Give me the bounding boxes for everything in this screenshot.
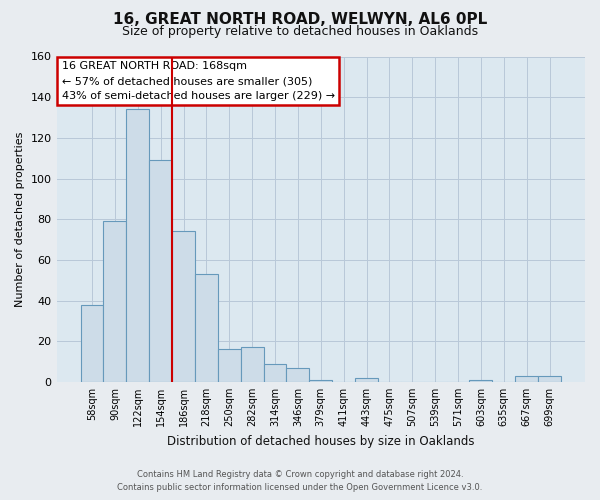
Bar [469,380,493,382]
Text: Contains HM Land Registry data © Crown copyright and database right 2024.
Contai: Contains HM Land Registry data © Crown c… [118,470,482,492]
Bar [172,232,195,382]
Y-axis label: Number of detached properties: Number of detached properties [15,132,25,307]
Bar [538,376,561,382]
Bar [263,364,286,382]
Bar [80,304,103,382]
Bar [218,350,241,382]
Text: 16 GREAT NORTH ROAD: 168sqm
← 57% of detached houses are smaller (305)
43% of se: 16 GREAT NORTH ROAD: 168sqm ← 57% of det… [62,62,335,101]
Text: Size of property relative to detached houses in Oaklands: Size of property relative to detached ho… [122,25,478,38]
Bar [195,274,218,382]
Bar [355,378,378,382]
Text: 16, GREAT NORTH ROAD, WELWYN, AL6 0PL: 16, GREAT NORTH ROAD, WELWYN, AL6 0PL [113,12,487,28]
Bar [241,348,263,382]
X-axis label: Distribution of detached houses by size in Oaklands: Distribution of detached houses by size … [167,434,475,448]
Bar [310,380,332,382]
Bar [103,221,127,382]
Bar [286,368,310,382]
Bar [149,160,172,382]
Bar [515,376,538,382]
Bar [127,110,149,382]
